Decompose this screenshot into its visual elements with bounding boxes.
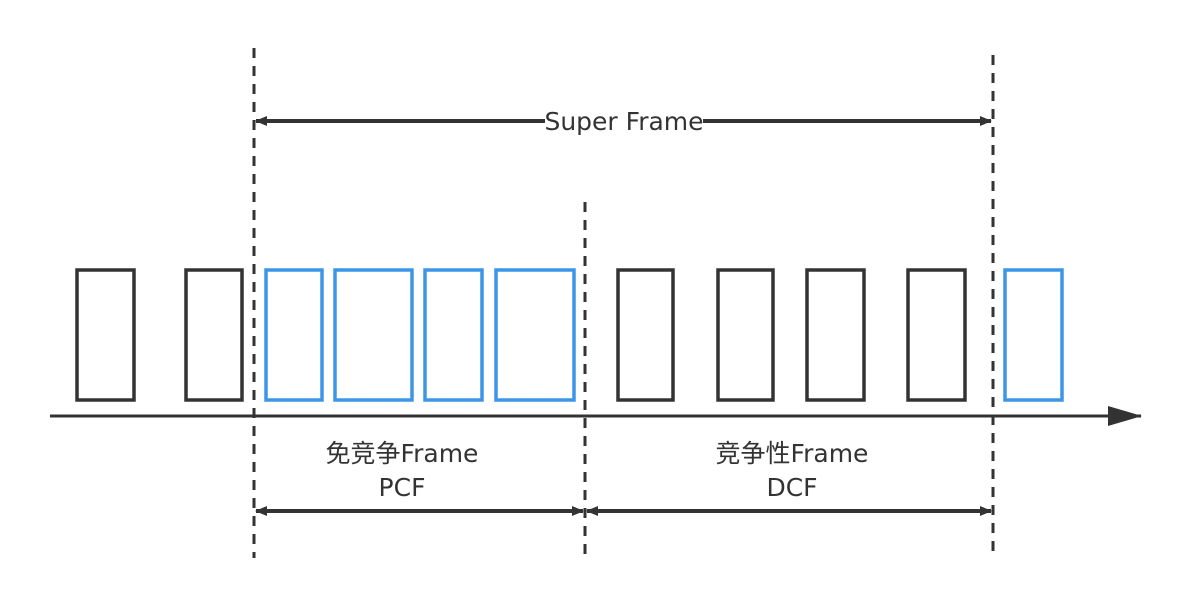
pcf-frame-box <box>333 268 414 402</box>
frame-box <box>75 268 136 402</box>
dcf-label-line1: 竞争性Frame <box>716 439 869 468</box>
dcf-label-line2: DCF <box>766 473 817 502</box>
frame-box <box>616 268 675 402</box>
frame-box <box>906 268 967 402</box>
pcf-label-line2: PCF <box>379 473 426 502</box>
frame-box <box>805 268 866 402</box>
frame-sequence <box>75 268 1064 402</box>
frame-box <box>184 268 244 402</box>
pcf-frame-box <box>264 268 324 402</box>
pcf-frame-box <box>423 268 484 402</box>
pcf-frame-box <box>494 268 576 402</box>
pcf-frame-box <box>1003 268 1064 402</box>
pcf-label-line1: 免竞争Frame <box>326 439 479 468</box>
frame-box <box>716 268 775 402</box>
superframe-label: Super Frame <box>544 107 703 136</box>
